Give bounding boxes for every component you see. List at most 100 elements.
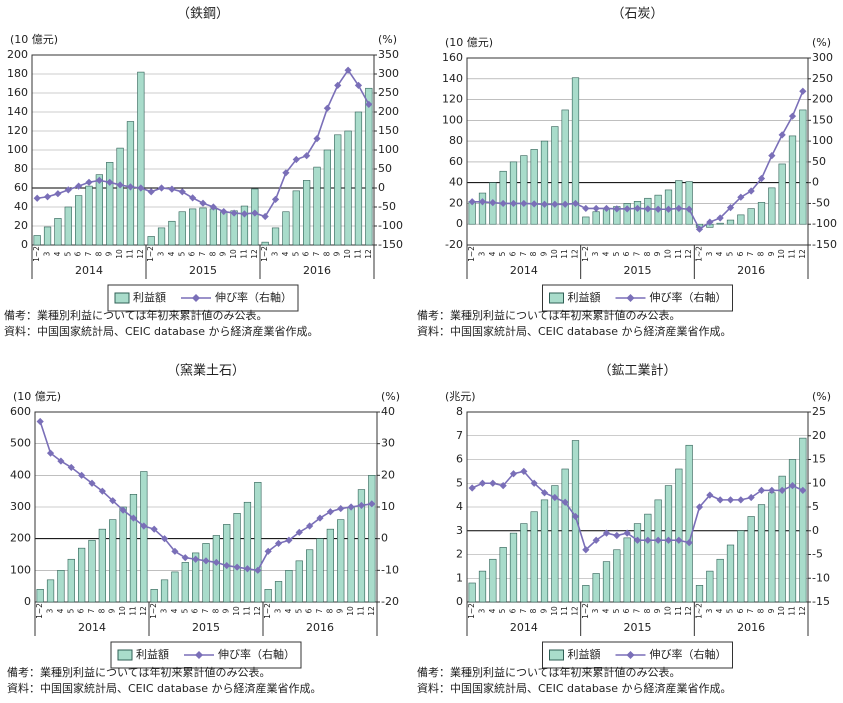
x-tick-label: 6: [191, 608, 200, 613]
bar: [499, 547, 507, 603]
x-tick-label: 6: [622, 251, 631, 256]
note: 資料：中国国家統計局、CEIC database から経済産業省作成。: [7, 681, 322, 695]
x-tick-label: 3: [478, 608, 487, 613]
x-tick-label: 9: [108, 608, 117, 613]
y2-unit: (%): [378, 33, 397, 46]
bar: [726, 219, 735, 225]
growth-marker: [46, 449, 55, 457]
bar: [233, 513, 241, 603]
growth-marker: [799, 87, 807, 95]
x-tick-label: 10: [550, 606, 559, 616]
bar: [788, 135, 797, 225]
x-tick-label: 5: [498, 608, 507, 613]
x-tick-label: 5: [612, 251, 621, 256]
bar: [54, 218, 62, 246]
x-tick-label: 10: [664, 249, 673, 259]
growth-marker: [582, 204, 590, 213]
y2-tick-label: 250: [378, 86, 399, 99]
growth-marker: [78, 471, 86, 479]
bar: [243, 501, 252, 603]
y2-tick-label: 15: [812, 453, 826, 466]
bar: [675, 468, 683, 603]
bar: [212, 535, 220, 603]
y-tick-label: 400: [10, 468, 31, 481]
x-tick-label: 1~2: [695, 603, 704, 619]
bar: [365, 87, 373, 246]
growth-marker: [478, 198, 487, 206]
growth-marker: [561, 200, 569, 208]
growth-marker: [147, 188, 155, 196]
x-tick-label: 6: [77, 608, 86, 613]
growth-marker: [509, 199, 518, 208]
growth-marker: [292, 155, 300, 164]
growth-marker: [633, 204, 642, 213]
growth-marker: [778, 486, 786, 494]
y-tick-label: 8: [456, 405, 463, 418]
y2-tick-label: 250: [812, 72, 833, 85]
x-tick-label: 10: [229, 249, 238, 259]
x-tick-label: 9: [653, 608, 662, 613]
y-tick-label: 1: [456, 571, 463, 584]
plot-frame: [466, 57, 809, 246]
growth-marker: [251, 209, 259, 217]
x-tick-label: 5: [291, 251, 300, 256]
bar: [799, 109, 807, 225]
x-tick-label: 1~2: [32, 246, 41, 262]
growth-marker: [675, 204, 683, 213]
legend-label: 伸び率（右軸）: [215, 290, 292, 304]
bar: [540, 499, 549, 603]
x-tick-label: 12: [571, 606, 580, 616]
growth-marker: [592, 536, 600, 544]
x-tick-label: 8: [325, 608, 334, 613]
y2-tick-label: 200: [812, 93, 833, 106]
y2-tick-label: -50: [812, 196, 830, 209]
bar: [254, 481, 262, 603]
x-tick-label: 8: [97, 608, 106, 613]
x-tick-label: 1~2: [146, 246, 155, 262]
growth-marker: [303, 152, 311, 160]
growth-marker: [189, 194, 197, 202]
growth-marker: [240, 210, 249, 218]
growth-marker: [119, 506, 127, 514]
bar: [757, 202, 766, 225]
y-tick-label: 200: [7, 48, 28, 61]
growth-marker: [571, 512, 580, 521]
legend-swatch: [549, 649, 564, 661]
growth-marker: [695, 503, 704, 511]
growth-marker: [230, 209, 238, 217]
y-tick-label: 120: [442, 93, 463, 106]
growth-marker: [706, 491, 714, 499]
growth-marker: [365, 100, 373, 108]
growth-marker: [64, 186, 72, 194]
bar: [540, 140, 549, 225]
x-tick-label: 6: [302, 251, 311, 256]
y-tick-label: 60: [14, 181, 28, 194]
growth-marker: [551, 200, 559, 208]
y-tick-label: 0: [456, 217, 463, 230]
growth-marker: [685, 205, 693, 213]
y2-tick-label: 300: [812, 51, 833, 64]
bar: [520, 155, 528, 225]
bar: [685, 444, 693, 603]
year-label: 2015: [624, 264, 652, 277]
legend-label: 伸び率（右軸）: [218, 647, 295, 661]
growth-marker: [264, 547, 272, 555]
x-tick-label: 1~2: [263, 603, 272, 619]
bar: [509, 532, 518, 603]
x-tick-label: 10: [343, 249, 352, 259]
y-tick-label: 3: [456, 524, 463, 537]
bar: [623, 537, 631, 603]
y-tick-label: 120: [7, 124, 28, 137]
bar: [119, 506, 127, 603]
bar: [768, 187, 776, 225]
bar: [316, 538, 324, 603]
x-tick-label: 10: [346, 606, 355, 616]
x-tick-label: 6: [509, 251, 518, 256]
x-tick-label: 4: [715, 251, 724, 256]
growth-marker: [788, 112, 797, 120]
bar: [747, 516, 755, 603]
x-tick-label: 6: [736, 251, 745, 256]
x-tick-label: 8: [529, 608, 538, 613]
y-tick-label: 4: [456, 500, 463, 513]
y-unit: (10 億元): [10, 33, 58, 46]
